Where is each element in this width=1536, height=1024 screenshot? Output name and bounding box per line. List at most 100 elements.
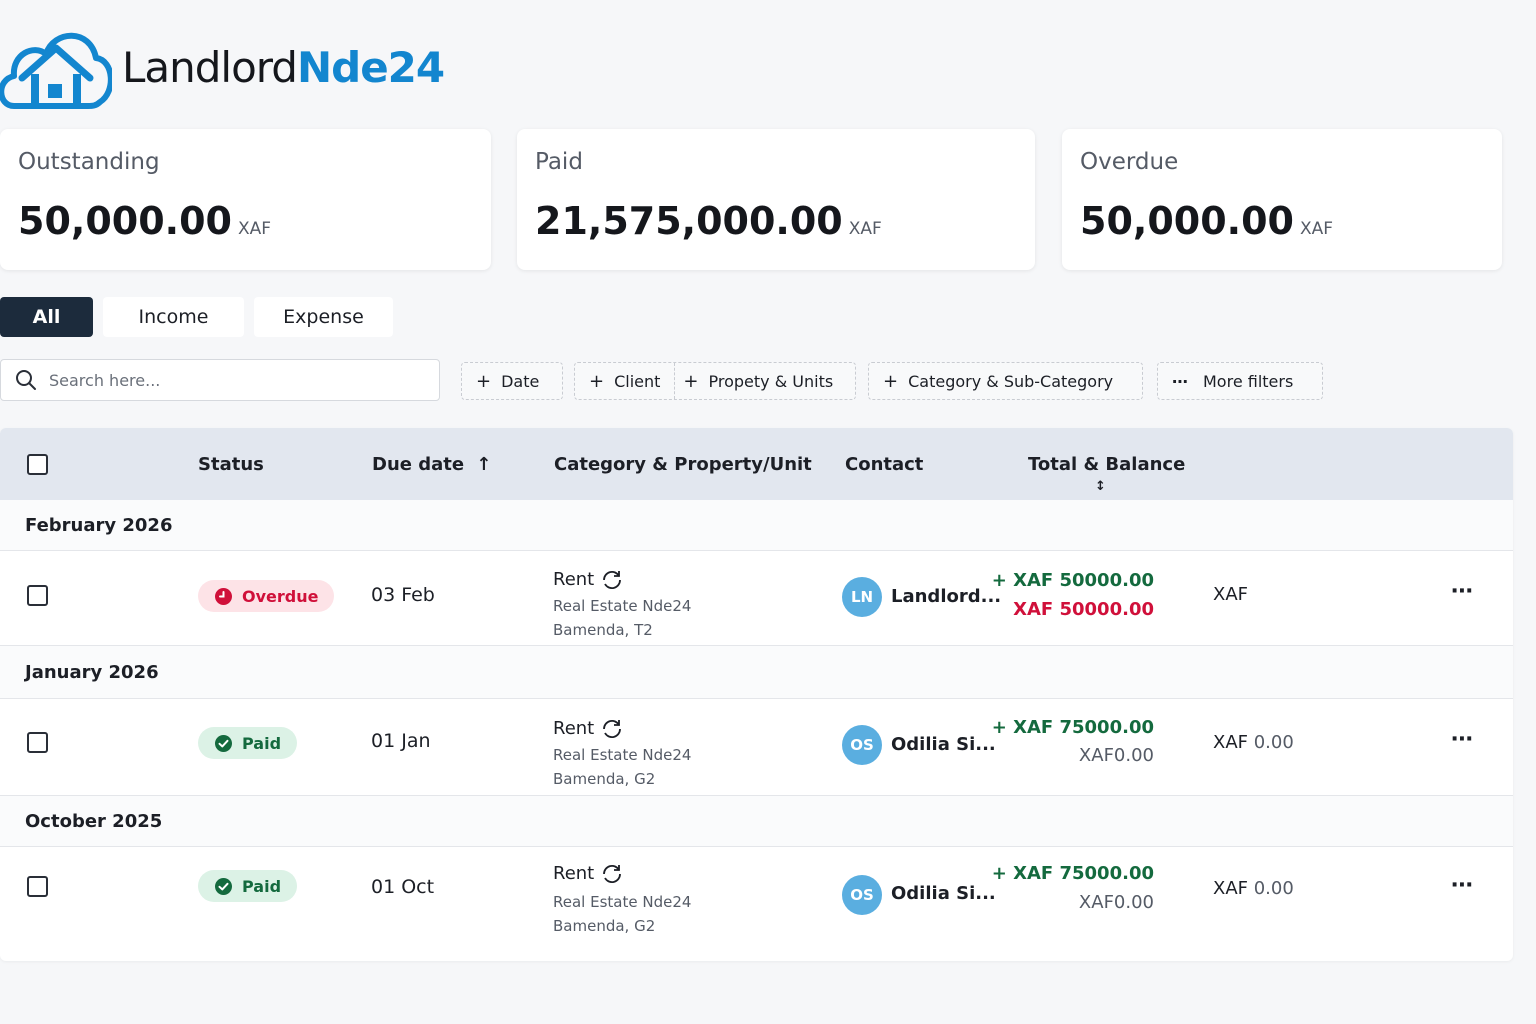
filter-date-label: Date — [501, 371, 540, 391]
row-checkbox[interactable] — [27, 732, 48, 753]
more-dots-icon: ⋯ — [1172, 371, 1189, 391]
contact-name[interactable]: Odilia Si... — [891, 883, 996, 904]
card-currency: XAF — [237, 219, 272, 239]
plus-icon: + — [683, 370, 699, 392]
paid-card: Paid 21,575,000.00 XAF — [517, 129, 1035, 270]
card-currency: XAF — [1299, 219, 1334, 239]
recurring-icon — [603, 719, 622, 738]
check-circle-icon — [215, 877, 232, 895]
row-checkbox[interactable] — [27, 585, 48, 606]
status-label: Overdue — [242, 586, 319, 606]
card-amount: 21,575,000.00 — [535, 199, 843, 243]
select-all-checkbox[interactable] — [27, 454, 48, 475]
balance-currency: XAF 0.00 — [1213, 878, 1294, 899]
category-title: Rent — [553, 718, 624, 739]
currency-label: XAF — [1213, 584, 1248, 605]
header-category[interactable]: Category & Property/Unit — [554, 454, 812, 475]
group-label: October 2025 — [25, 811, 163, 832]
avatar: OS — [842, 725, 882, 765]
recurring-icon — [603, 864, 622, 883]
category-label: Rent — [553, 569, 595, 590]
table-row[interactable]: Overdue 03 Feb Rent Real Estate Nde24 Ba… — [0, 551, 1513, 646]
plus-icon: + — [476, 370, 492, 392]
tab-expense[interactable]: Expense — [254, 297, 393, 337]
contact-name[interactable]: Odilia Si... — [891, 734, 996, 755]
outstanding-card: Outstanding 50,000.00 XAF — [0, 129, 491, 270]
avatar: LN — [842, 577, 882, 617]
header-due-date[interactable]: Due date ↑ — [372, 454, 491, 475]
table-row[interactable]: Paid 01 Oct Rent Real Estate Nde24 Bamen… — [0, 847, 1513, 961]
row-more-icon[interactable]: ⋯ — [1451, 579, 1474, 604]
category-title: Rent — [553, 863, 624, 884]
balance-amount: XAF0.00 — [1078, 892, 1154, 913]
search-input[interactable] — [49, 370, 409, 390]
filter-more[interactable]: ⋯ More filters — [1157, 362, 1323, 400]
plus-icon: + — [883, 370, 899, 392]
recurring-icon — [603, 570, 622, 589]
category-label: Rent — [553, 718, 595, 739]
filter-more-label: More filters — [1203, 371, 1294, 391]
balance-currency: XAF 0.00 — [1213, 732, 1294, 753]
filter-client-property: + Client + Propety & Units — [574, 362, 856, 400]
avatar: OS — [842, 875, 882, 915]
property-name: Real Estate Nde24 — [553, 597, 692, 615]
tab-income[interactable]: Income — [103, 297, 244, 337]
currency-label: XAF — [1213, 732, 1248, 753]
card-label: Outstanding — [18, 149, 160, 175]
table-header: Status Due date ↑ Category & Property/Un… — [0, 428, 1513, 500]
balance-amount: XAF0.00 — [1078, 745, 1154, 766]
status-badge: Overdue — [198, 580, 335, 612]
due-date: 03 Feb — [371, 584, 435, 606]
status-label: Paid — [242, 876, 282, 896]
card-currency: XAF — [848, 219, 882, 239]
brand-logo[interactable]: LandlordNde24 — [0, 22, 445, 112]
brand-name-primary: Landlord — [122, 42, 298, 92]
unit-name: Bamenda, G2 — [553, 770, 656, 788]
due-date: 01 Jan — [371, 730, 431, 752]
header-total-balance[interactable]: Total & Balance — [1028, 454, 1186, 475]
chip-divider — [674, 363, 676, 399]
sort-toggle-icon[interactable]: ↕ — [1095, 479, 1106, 494]
filter-category-label: Category & Sub-Category — [908, 371, 1114, 391]
category-title: Rent — [553, 569, 624, 590]
property-name: Real Estate Nde24 — [553, 746, 692, 764]
filter-date[interactable]: + Date — [461, 362, 563, 400]
card-label: Overdue — [1080, 149, 1179, 175]
status-badge: Paid — [198, 870, 298, 902]
card-amount: 50,000.00 — [1080, 199, 1294, 243]
search-icon — [16, 370, 36, 390]
card-label: Paid — [535, 149, 583, 175]
header-contact[interactable]: Contact — [845, 454, 924, 475]
table-row[interactable]: Paid 01 Jan Rent Real Estate Nde24 Bamen… — [0, 699, 1513, 796]
row-more-icon[interactable]: ⋯ — [1451, 727, 1474, 752]
row-more-icon[interactable]: ⋯ — [1451, 873, 1474, 898]
currency-label: XAF — [1213, 878, 1248, 899]
unit-name: Bamenda, G2 — [553, 917, 656, 935]
plus-icon: + — [589, 370, 605, 392]
card-amount: 50,000.00 — [18, 199, 232, 243]
filter-property-label[interactable]: Propety & Units — [708, 371, 834, 391]
check-circle-icon — [215, 734, 232, 752]
total-amount: + XAF 75000.00 — [991, 717, 1154, 738]
balance-value: 0.00 — [1253, 878, 1294, 899]
category-label: Rent — [553, 863, 595, 884]
balance-currency: XAF — [1213, 584, 1248, 605]
group-label: January 2026 — [25, 662, 159, 683]
overdue-card: Overdue 50,000.00 XAF — [1062, 129, 1502, 270]
group-label: February 2026 — [25, 515, 173, 536]
tab-all[interactable]: All — [0, 297, 93, 337]
total-amount: + XAF 50000.00 — [991, 570, 1154, 591]
total-amount: + XAF 75000.00 — [991, 863, 1154, 884]
group-header: January 2026 — [0, 646, 1513, 699]
status-label: Paid — [242, 733, 282, 753]
filter-client-label[interactable]: Client — [614, 371, 661, 391]
cloud-house-icon — [0, 32, 112, 109]
search-box[interactable] — [0, 359, 440, 401]
unit-name: Bamenda, T2 — [553, 621, 653, 639]
contact-name[interactable]: Landlord... — [891, 586, 1002, 607]
status-badge: Paid — [198, 727, 298, 759]
header-status[interactable]: Status — [198, 454, 264, 475]
row-checkbox[interactable] — [27, 876, 48, 897]
sort-ascending-icon: ↑ — [476, 454, 492, 475]
filter-category[interactable]: + Category & Sub-Category — [868, 362, 1143, 400]
